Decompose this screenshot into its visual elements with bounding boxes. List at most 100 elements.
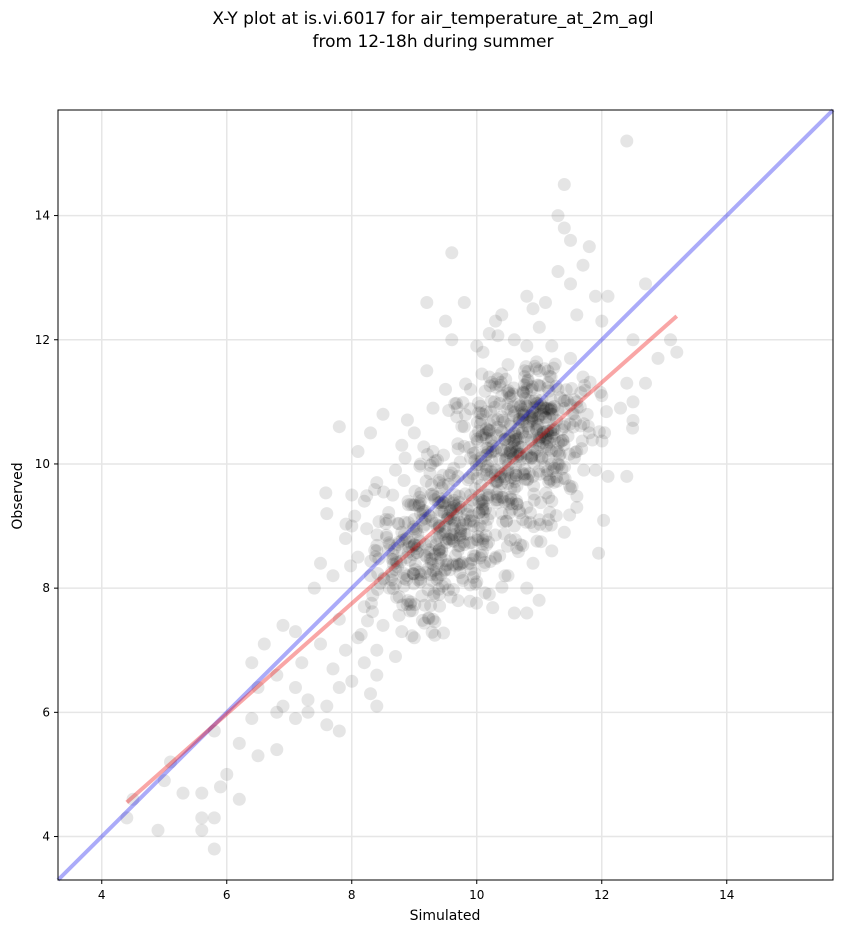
- data-point: [515, 403, 529, 417]
- data-point: [388, 577, 402, 591]
- data-point: [532, 438, 546, 452]
- data-point: [448, 397, 462, 411]
- data-point: [426, 456, 440, 470]
- data-point: [558, 472, 572, 486]
- data-point: [388, 541, 402, 555]
- data-point: [420, 550, 434, 564]
- data-point: [543, 472, 556, 486]
- data-point: [414, 572, 428, 586]
- data-point: [451, 544, 465, 558]
- data-point: [428, 516, 442, 530]
- data-point: [570, 489, 584, 503]
- data-point: [491, 420, 505, 434]
- data-point: [550, 474, 564, 488]
- data-point: [394, 555, 407, 569]
- data-point: [513, 506, 527, 520]
- data-point: [561, 429, 575, 443]
- data-point: [403, 553, 417, 567]
- data-point: [546, 420, 560, 434]
- data-point: [424, 535, 438, 549]
- data-point: [489, 475, 503, 489]
- data-point: [456, 555, 470, 569]
- data-point: [457, 439, 471, 453]
- data-point: [453, 566, 467, 579]
- data-point: [541, 376, 555, 390]
- data-point: [534, 535, 548, 549]
- data-point: [432, 519, 446, 533]
- data-point: [489, 441, 503, 455]
- data-point: [505, 441, 519, 455]
- data-point: [364, 687, 377, 701]
- data-point: [567, 393, 581, 407]
- data-point: [564, 351, 577, 365]
- data-point: [441, 477, 455, 491]
- data-point: [407, 539, 421, 553]
- data-point: [428, 493, 442, 507]
- data-point: [523, 394, 537, 408]
- data-point: [513, 412, 527, 426]
- data-point: [472, 488, 486, 502]
- data-point: [544, 444, 558, 458]
- data-point: [507, 426, 521, 440]
- data-point: [435, 494, 449, 508]
- data-point: [565, 382, 579, 395]
- data-point: [516, 425, 529, 439]
- data-point: [498, 432, 512, 446]
- data-point: [578, 383, 592, 397]
- data-point: [529, 422, 543, 436]
- data-point: [519, 360, 533, 374]
- data-point: [408, 498, 422, 512]
- data-point: [502, 432, 516, 446]
- data-point: [558, 460, 572, 474]
- data-point: [418, 504, 432, 518]
- data-point: [626, 395, 640, 409]
- x-axis-ticks: 4 6 8 10 12 14: [98, 880, 734, 902]
- y-tick-label: 12: [35, 333, 50, 347]
- data-point: [431, 490, 445, 504]
- data-point: [489, 463, 502, 477]
- data-point: [373, 576, 387, 590]
- data-point: [503, 446, 517, 460]
- data-point: [543, 403, 557, 417]
- data-point: [430, 572, 444, 586]
- data-point: [458, 408, 472, 422]
- data-point: [532, 378, 546, 392]
- data-point: [538, 410, 552, 424]
- data-point: [499, 514, 513, 528]
- data-point: [385, 552, 399, 566]
- data-point: [474, 399, 487, 413]
- data-point: [479, 460, 493, 474]
- data-point: [491, 329, 505, 343]
- data-point: [451, 442, 465, 456]
- data-point: [539, 438, 553, 452]
- data-point: [423, 552, 437, 566]
- data-point: [536, 426, 550, 440]
- data-point: [400, 413, 414, 427]
- data-point: [620, 376, 634, 390]
- data-point: [563, 508, 577, 522]
- data-point: [482, 535, 495, 549]
- data-point: [456, 396, 470, 410]
- data-point: [517, 386, 530, 400]
- data-point: [498, 453, 512, 467]
- data-point: [513, 454, 527, 468]
- data-point: [445, 500, 459, 514]
- data-point: [474, 493, 488, 507]
- data-point: [559, 383, 573, 397]
- data-point: [453, 529, 467, 542]
- data-point: [495, 580, 509, 594]
- data-point: [339, 643, 352, 657]
- data-point: [348, 509, 362, 523]
- data-point: [544, 370, 558, 384]
- data-point: [444, 590, 458, 604]
- data-point: [386, 488, 400, 502]
- data-point: [456, 571, 470, 585]
- data-point: [398, 515, 412, 529]
- data-point: [470, 471, 484, 485]
- data-point: [504, 389, 518, 403]
- data-point: [592, 425, 606, 439]
- data-point: [533, 517, 547, 531]
- data-point: [397, 528, 411, 542]
- data-point: [432, 473, 446, 487]
- data-point: [501, 358, 515, 372]
